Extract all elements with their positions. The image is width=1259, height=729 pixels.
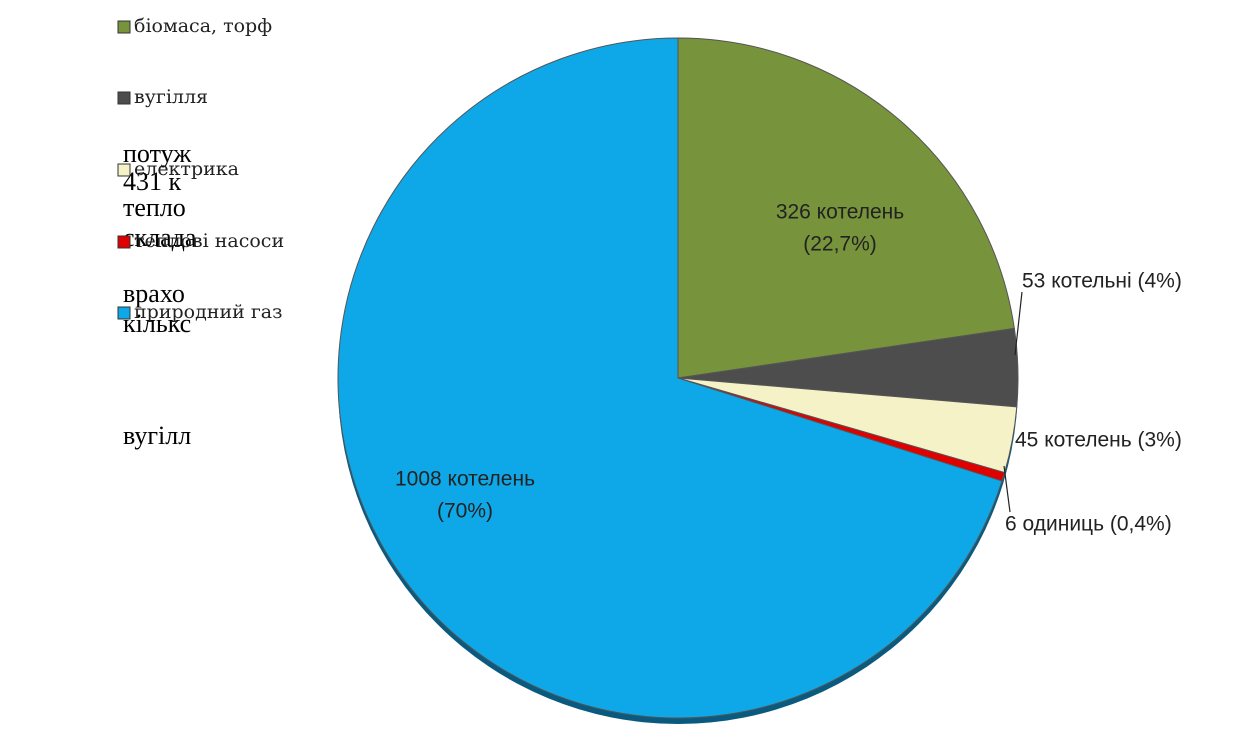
body-text: потуж	[123, 139, 192, 168]
legend-label: біомаса, торф	[134, 15, 272, 37]
body-text: 431 к	[123, 167, 182, 196]
legend-label: вугілля	[134, 86, 208, 108]
legend-label: електрика	[134, 158, 239, 180]
value-label: 6 одиниць (0,4%)	[1005, 513, 1172, 536]
pie-slice	[337, 37, 1003, 719]
leader-line	[1003, 465, 1011, 513]
legend-label: природний газ	[134, 301, 282, 323]
body-text: тепло	[123, 193, 186, 222]
value-label: 1008 котелень	[395, 468, 535, 491]
pie-slice	[677, 37, 1015, 379]
body-text: склада	[123, 223, 197, 252]
body-text: кількс	[123, 309, 191, 338]
value-label: (70%)	[437, 500, 493, 523]
legend-swatch	[117, 163, 131, 177]
legend-swatch	[117, 306, 131, 320]
value-label: 326 котелень	[776, 201, 904, 224]
value-label: (22,7%)	[803, 233, 877, 256]
body-text: вугілл	[123, 421, 191, 450]
body-text: врахо	[123, 279, 185, 308]
legend-swatch	[117, 20, 131, 34]
leader-line	[1014, 291, 1023, 356]
value-label: 53 котельні (4%)	[1022, 270, 1182, 293]
legend-swatch	[117, 91, 131, 105]
legend-label: теплові насоси	[134, 230, 284, 252]
legend-swatch	[117, 235, 131, 249]
value-label: 45 котелень (3%)	[1015, 429, 1182, 452]
